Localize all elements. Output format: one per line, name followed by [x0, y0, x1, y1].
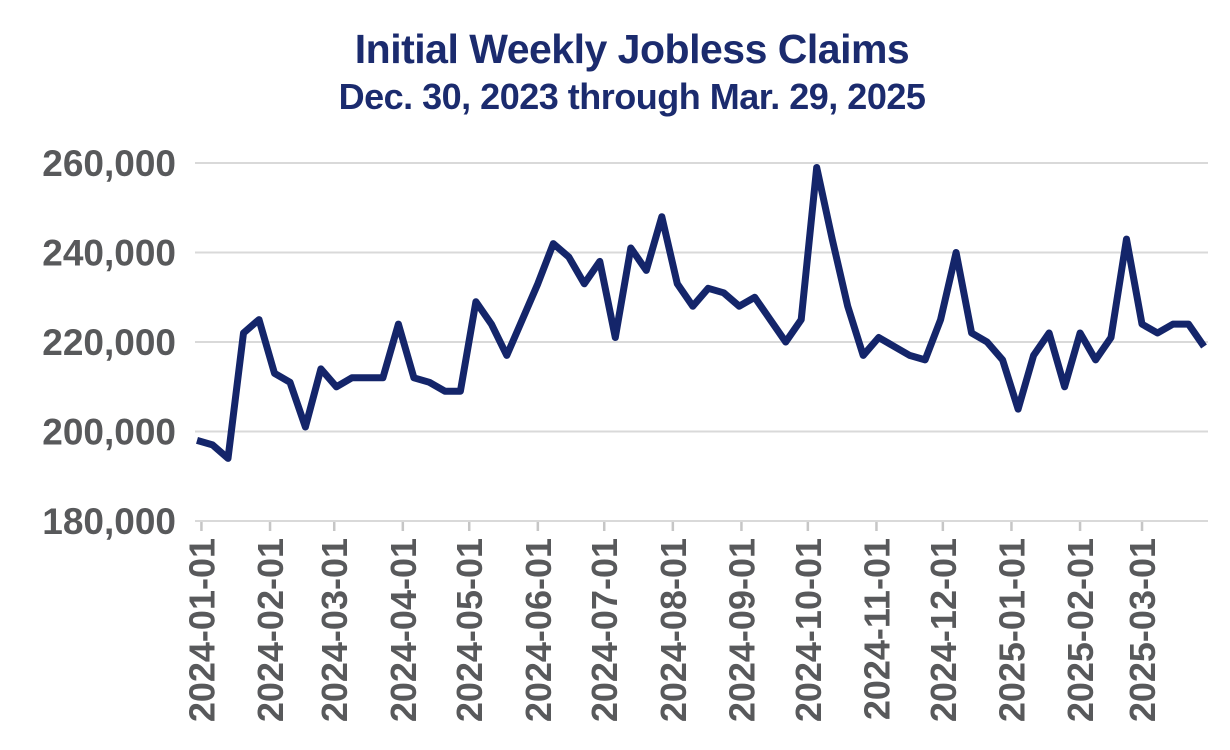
x-axis-tick-label: 2024-03-01	[314, 538, 355, 722]
x-axis-tick-label: 2024-12-01	[923, 538, 964, 722]
x-axis-tick-label: 2024-11-01	[856, 538, 897, 720]
chart-title: Initial Weekly Jobless Claims	[354, 26, 910, 72]
y-axis-tick-label: 200,000	[42, 412, 176, 453]
x-axis-tick-label: 2024-10-01	[788, 538, 829, 722]
jobless-claims-series-line	[196, 164, 1207, 462]
y-axis-tick-label: 240,000	[42, 233, 176, 274]
x-axis-tick-label: 2024-08-01	[653, 538, 694, 722]
x-axis-tick-label: 2024-05-01	[449, 538, 490, 722]
x-axis-tick-label: 2024-09-01	[721, 538, 762, 722]
x-axis-tick-label: 2024-02-01	[250, 538, 291, 722]
y-axis-tick-label: 260,000	[42, 143, 176, 184]
x-axis-tick-label: 2024-04-01	[383, 538, 424, 722]
x-axis-tick-label: 2024-01-01	[181, 538, 222, 722]
x-axis-tick-label: 2025-01-01	[991, 538, 1032, 722]
chart-subtitle: Dec. 30, 2023 through Mar. 29, 2025	[338, 76, 926, 117]
x-axis-tick-label: 2024-07-01	[584, 538, 625, 722]
x-axis-tick-label: 2025-02-01	[1060, 538, 1101, 722]
y-axis-tick-label: 220,000	[42, 322, 176, 363]
x-axis-tick-label: 2024-06-01	[518, 538, 559, 722]
x-axis-tick-label: 2025-03-01	[1122, 538, 1163, 722]
y-axis-tick-label: 180,000	[42, 501, 176, 542]
